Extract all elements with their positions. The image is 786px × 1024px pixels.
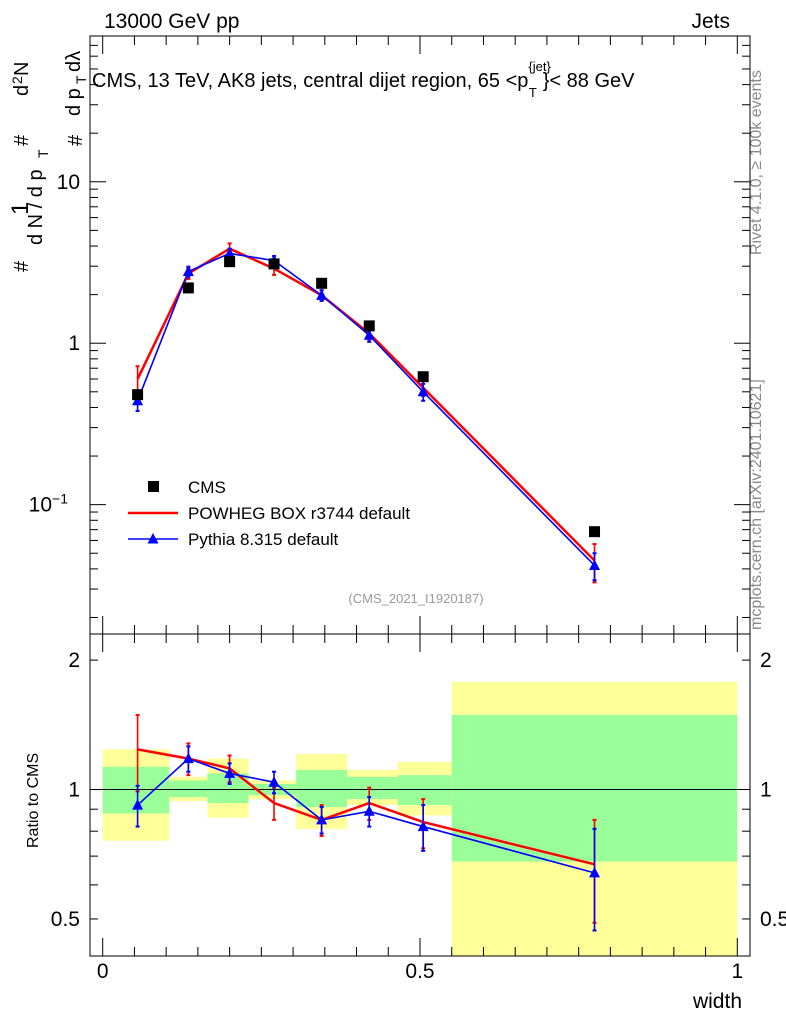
main-y-tick-label-2: 10−1 [29,491,69,517]
main-y-axis-label: # 1 d N / d p T # d 2 N # d p T dλ [7,51,89,272]
header-energy-label: 13000 GeV pp [104,10,239,33]
legend-marker-pythia [147,533,159,544]
cms-main-point [132,389,144,401]
title-text: CMS, 13 TeV, AK8 jets, central dijet reg… [92,70,528,92]
ratio-y-tick-label-1: 1 [68,779,80,802]
cms-main-point [417,371,429,383]
main-title: CMS, 13 TeV, AK8 jets, central dijet reg… [92,59,635,100]
pythia-main-point [182,265,194,277]
ratio-y-tick-label-right-1: 1 [760,779,772,802]
ylabel-hash-2: # [11,134,33,146]
cms-main-point [182,282,194,294]
ratio-series [132,714,601,932]
pythia-ratio-point [268,776,280,787]
band-green-1 [169,780,208,798]
ylabel-dn: d N / d p [25,169,47,245]
pythia-main-line [136,252,596,567]
cms-main-point [224,256,236,268]
ratio-y-tick-label-right-2: 0.5 [760,908,786,931]
mcplots-source-label: mcplots.cern.ch [arXiv:2401.10621] [748,379,765,630]
ratio-y-tick-label-0: 2 [68,649,80,672]
ratio-y-tick-label-2: 0.5 [51,908,80,931]
title-sub: T [529,85,537,100]
ylabel-dlambda: dλ [63,51,85,72]
ylabel-t: T [35,149,51,158]
ylabel-d: d [11,85,33,96]
pythia-ratio-point [316,813,328,825]
legend-label-2: Pythia 8.315 default [188,530,339,549]
title-sup: {jet} [528,59,551,74]
main-y-tick-label-1: 1 [68,332,80,355]
rivet-version-label: Rivet 4.1.0, ≥ 100k events [748,70,765,255]
powheg-main-line [136,247,596,562]
pythia-main-point [417,385,429,397]
x-tick-label-1: 0.5 [405,960,434,983]
main-series [132,242,601,584]
legend: CMS POWHEG BOX r3744 default Pythia 8.315 … [128,478,410,549]
ylabel-n: N [11,62,33,76]
analysis-watermark: (CMS_2021_I1920187) [348,591,483,606]
main-y-tick-label-0: 10 [57,171,80,194]
pythia-ratio-line [137,757,595,874]
pythia-main-point [224,247,236,258]
main-axes: 10 1 10−1 [29,35,751,635]
legend-marker-cms [148,481,159,492]
pythia-ratio-point [182,752,194,764]
ratio-y-tick-label-right-0: 2 [760,649,772,672]
cms-main-point [363,320,375,332]
ratio-uncertainty-bands [102,681,738,956]
title-end: }< 88 GeV [543,70,635,92]
pythia-main-point [589,559,601,570]
pythia-ratio-point [224,767,236,778]
pythia-ratio-point [363,805,375,816]
ylabel-one: 1 [7,202,34,215]
legend-label-0: CMS [188,478,226,497]
header-jets-label: Jets [691,10,730,33]
cms-main-point [589,526,601,538]
ylabel-hash-3: # [65,134,87,146]
pythia-ratio-point [589,866,601,878]
band-green-6 [397,775,452,806]
band-green-5 [347,776,398,800]
tick-exponent: −1 [52,491,68,507]
cms-main-point [316,277,328,289]
ylabel-two: 2 [9,76,25,84]
ylabel-hash: # [11,260,33,272]
pythia-main-point [316,289,328,300]
pythia-ratio-point [132,799,144,810]
x-tick-label-0: 0 [97,960,109,983]
ratio-y-axis-label: Ratio to CMS [25,753,42,848]
pythia-main-point [363,329,375,340]
ylabel-t-2: T [73,75,89,84]
ylabel-dp: d p [63,88,85,116]
ratio-axes: 2 2 1 1 0.5 0.5 0 0.5 1 [51,633,786,983]
x-axis-label: width [692,990,742,1013]
cms-main-point [268,258,280,270]
pythia-ratio-point [417,820,429,832]
band-green-4 [296,770,348,808]
x-tick-label-2: 1 [731,960,743,983]
legend-label-1: POWHEG BOX r3744 default [188,504,410,523]
